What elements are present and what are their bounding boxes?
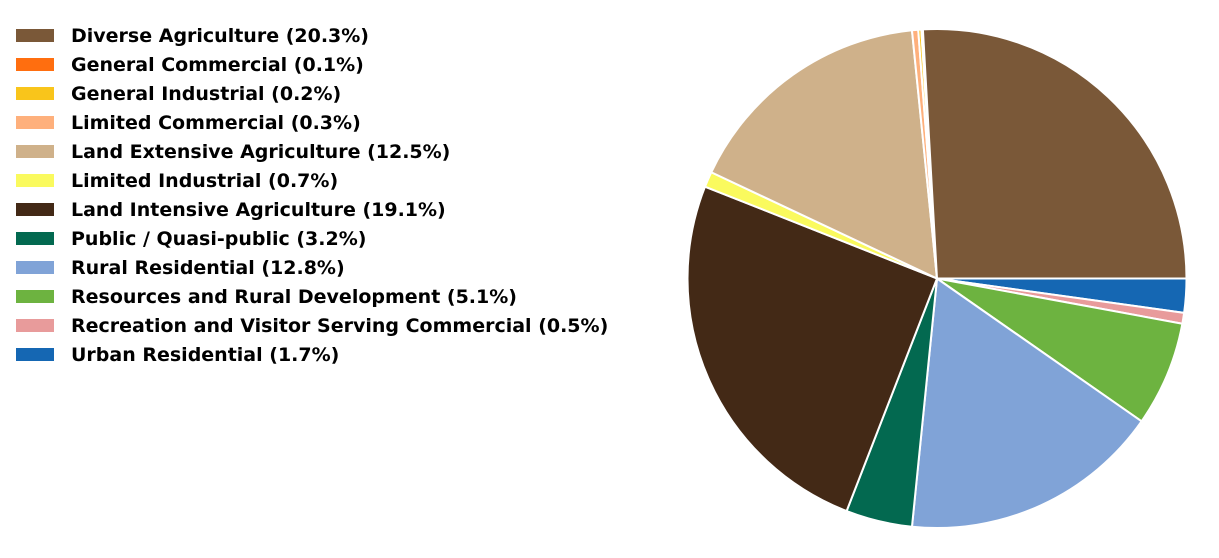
legend-swatch — [16, 203, 54, 216]
legend: Diverse Agriculture (20.3%) General Comme… — [16, 21, 608, 369]
legend-item: Limited Industrial (0.7%) — [16, 166, 608, 195]
legend-item: Limited Commercial (0.3%) — [16, 108, 608, 137]
legend-label: Resources and Rural Development (5.1%) — [71, 285, 517, 308]
legend-swatch — [16, 87, 54, 100]
legend-swatch — [16, 145, 54, 158]
legend-item: Diverse Agriculture (20.3%) — [16, 21, 608, 50]
legend-label: Public / Quasi-public (3.2%) — [71, 227, 367, 250]
legend-swatch — [16, 174, 54, 187]
pie-slice — [686, 185, 938, 513]
legend-label: Urban Residential (1.7%) — [71, 343, 340, 366]
legend-item: General Industrial (0.2%) — [16, 79, 608, 108]
legend-label: Rural Residential (12.8%) — [71, 256, 345, 279]
pie-slice — [910, 277, 1143, 529]
legend-item: Recreation and Visitor Serving Commercia… — [16, 311, 608, 340]
legend-label: Limited Industrial (0.7%) — [71, 169, 339, 192]
legend-label: General Industrial (0.2%) — [71, 82, 342, 105]
legend-swatch — [16, 58, 54, 71]
legend-swatch — [16, 116, 54, 129]
legend-label: Recreation and Visitor Serving Commercia… — [71, 314, 609, 337]
legend-item: Public / Quasi-public (3.2%) — [16, 224, 608, 253]
legend-label: Land Extensive Agriculture (12.5%) — [71, 140, 451, 163]
legend-item: Rural Residential (12.8%) — [16, 253, 608, 282]
legend-swatch — [16, 290, 54, 303]
legend-item: Resources and Rural Development (5.1%) — [16, 282, 608, 311]
legend-swatch — [16, 319, 54, 332]
legend-swatch — [16, 261, 54, 274]
legend-item: General Commercial (0.1%) — [16, 50, 608, 79]
legend-swatch — [16, 348, 54, 361]
legend-swatch — [16, 29, 54, 42]
pie-slice — [921, 28, 1188, 280]
legend-item: Land Extensive Agriculture (12.5%) — [16, 137, 608, 166]
legend-swatch — [16, 232, 54, 245]
legend-item: Urban Residential (1.7%) — [16, 340, 608, 369]
legend-label: Limited Commercial (0.3%) — [71, 111, 361, 134]
legend-label: Land Intensive Agriculture (19.1%) — [71, 198, 446, 221]
pie-slice — [710, 29, 938, 280]
legend-label: General Commercial (0.1%) — [71, 53, 364, 76]
pie-slice — [936, 277, 1184, 423]
legend-label: Diverse Agriculture (20.3%) — [71, 24, 369, 47]
legend-item: Land Intensive Agriculture (19.1%) — [16, 195, 608, 224]
